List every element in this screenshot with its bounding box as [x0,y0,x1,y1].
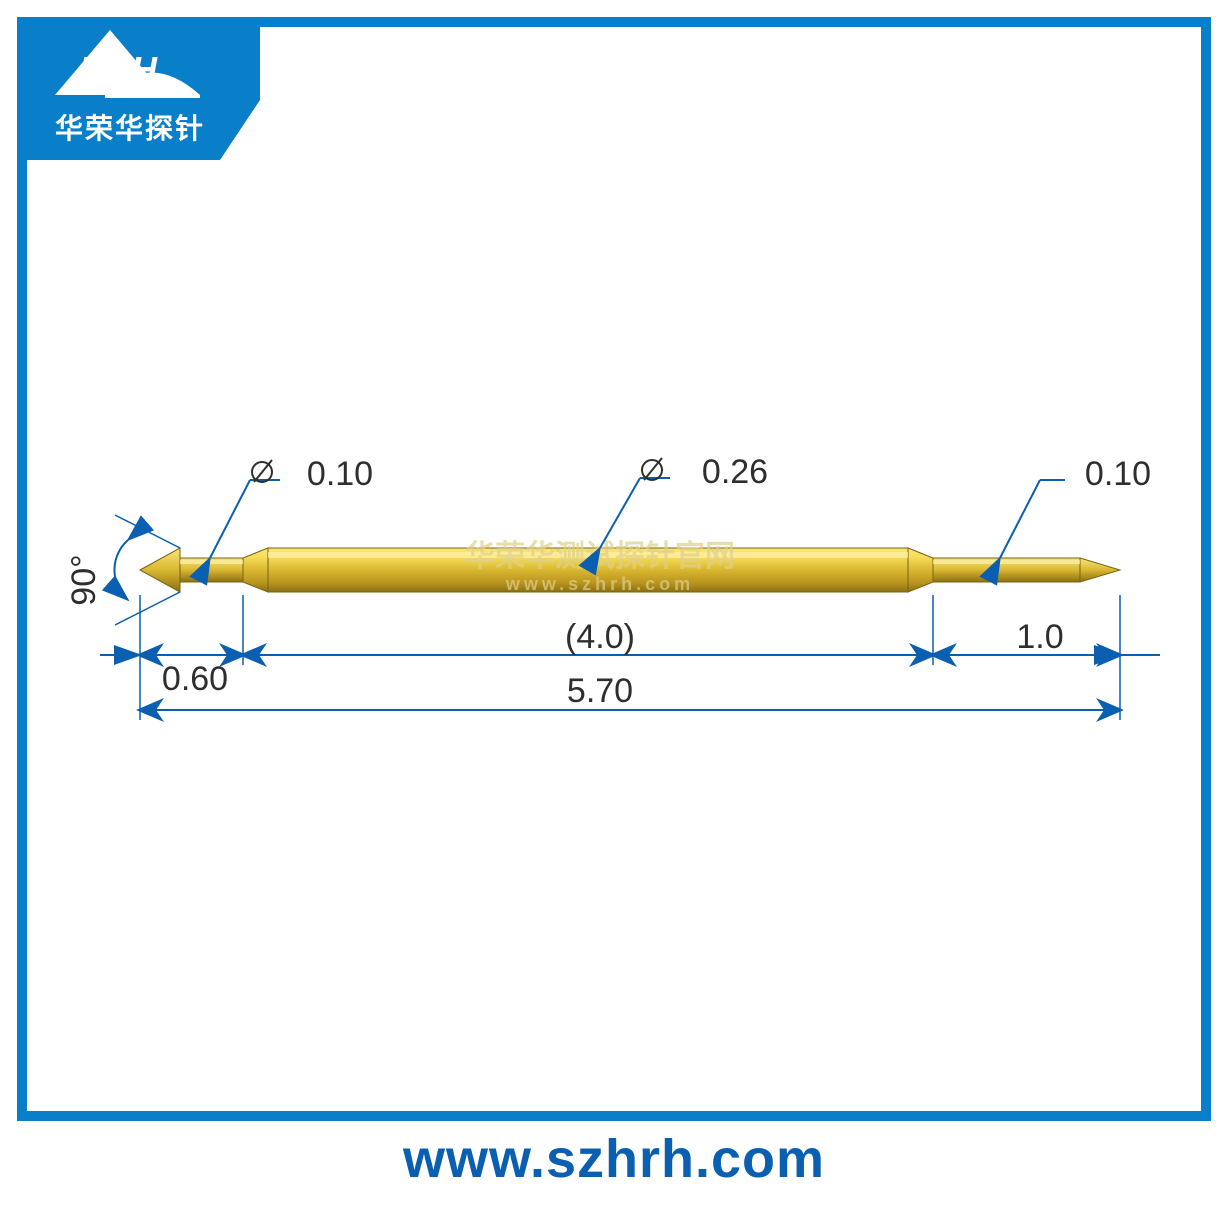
len-right-label: 1.0 [1016,618,1063,656]
logo-badge: HRH 华荣华探针 [17,17,260,160]
dia-left-label: 0.10 [307,455,373,493]
probe-left-tip [140,548,180,592]
len-body-label: (4.0) [565,618,635,656]
len-total-label: 5.70 [567,672,633,710]
dia-right-label: 0.10 [1085,455,1151,493]
logo-hrh: HRH [79,49,158,90]
diagram-frame: HRH 华荣华探针 华荣华测试探针官网 www.szhrh.com 0.10 [0,0,1228,1214]
watermark-line2: www.szhrh.com [505,574,694,594]
probe-left-taper [243,548,268,592]
angle-label: 90° [65,554,103,605]
len-left-label: 0.60 [162,660,228,698]
dia-body-label: 0.26 [702,453,768,491]
probe-right-taper [908,548,933,592]
dim-dia-left: 0.10 [210,455,373,558]
dim-len-total: 5.70 [140,672,1120,710]
footer-url: www.szhrh.com [0,1128,1228,1190]
diagram-svg: HRH 华荣华探针 华荣华测试探针官网 www.szhrh.com 0.10 [0,0,1228,1214]
dim-dia-body: 0.26 [600,453,768,548]
dim-dia-right: 0.10 [1000,455,1151,558]
logo-line2: 华荣华探针 [55,112,205,144]
watermark-line1: 华荣华测试探针官网 [465,540,735,573]
probe-right-tip [1080,558,1120,582]
